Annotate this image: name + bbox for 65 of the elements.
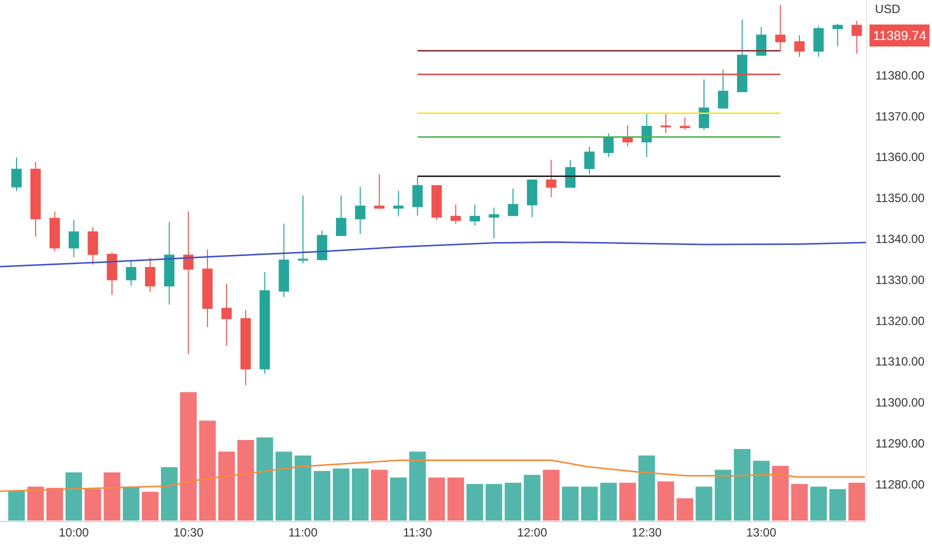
candlestick	[470, 204, 480, 226]
candlestick	[431, 185, 442, 221]
candlestick	[183, 210, 194, 355]
y-tick-label: 11280.00	[875, 477, 925, 492]
candlestick	[164, 222, 174, 306]
y-tick-label: 11310.00	[875, 354, 925, 369]
y-tick-label: 11380.00	[875, 68, 925, 82]
candlestick	[737, 19, 748, 92]
candlestick	[756, 26, 766, 56]
candlestick	[660, 114, 671, 134]
y-tick-label: 11290.00	[875, 436, 925, 450]
candlestick	[336, 194, 346, 236]
candlestick	[622, 125, 633, 147]
candlestick	[718, 69, 728, 108]
candlestick	[11, 156, 22, 192]
candlestick	[450, 204, 461, 224]
candlestick	[813, 26, 824, 58]
candlestick	[68, 220, 79, 258]
y-tick-label: 11300.00	[875, 396, 925, 410]
candlestick	[584, 146, 595, 175]
x-tick-label: 11:30	[402, 525, 432, 540]
y-tick-label: 11340.00	[875, 232, 925, 246]
candlestick	[260, 271, 270, 374]
text: 11389.74	[873, 28, 926, 43]
candlestick	[88, 226, 98, 266]
candlestick	[30, 161, 41, 238]
candlestick	[526, 179, 538, 218]
y-tick-label: 11370.00	[875, 109, 925, 124]
candlestick	[393, 190, 404, 217]
candlestick	[546, 159, 556, 198]
line-series	[0, 241, 866, 268]
candlestick	[50, 210, 60, 252]
y-tick-label: 11350.00	[875, 191, 925, 206]
x-tick-label: 13:00	[746, 525, 777, 540]
candlestick	[775, 4, 786, 52]
candlestick	[852, 20, 862, 54]
y-axis-title: USD	[875, 2, 901, 16]
x-tick-label: 12:00	[517, 525, 548, 540]
x-tick-label: 11:00	[288, 525, 318, 540]
y-tick-label: 11320.00	[875, 314, 925, 328]
candlestick	[278, 223, 290, 298]
candlestick	[202, 248, 213, 328]
candlestick	[794, 34, 805, 58]
candlestick	[106, 252, 118, 296]
candlestick	[488, 207, 500, 239]
candlestick	[240, 309, 251, 386]
candlestick	[144, 258, 156, 292]
candlestick	[832, 23, 843, 47]
candlestick	[298, 194, 308, 264]
candlestick	[355, 186, 366, 234]
candlestick	[316, 230, 328, 261]
candlestick	[508, 188, 518, 216]
candlestick	[374, 174, 385, 210]
x-tick-label: 10:30	[173, 525, 204, 540]
x-tick-label: 12:30	[632, 525, 662, 540]
candlestick	[642, 114, 652, 158]
y-tick-label: 11360.00	[875, 150, 925, 164]
candlestick	[412, 176, 423, 216]
x-tick-label: 10:00	[58, 525, 90, 540]
y-tick-label: 11330.00	[875, 272, 925, 287]
candlestick	[698, 78, 710, 131]
candlestick	[680, 116, 690, 130]
candlestick	[221, 283, 232, 346]
candlestick	[126, 260, 136, 286]
candlestick	[565, 159, 576, 188]
